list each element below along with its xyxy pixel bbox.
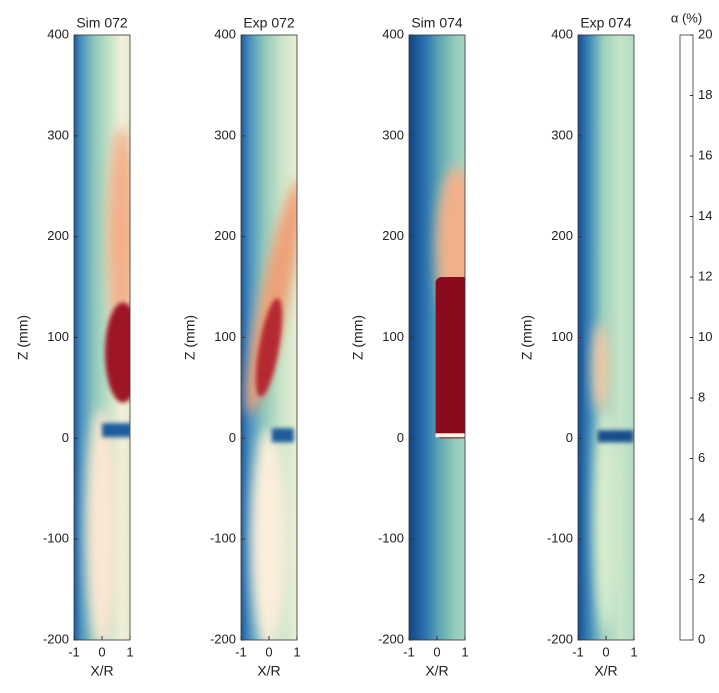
x-axis-label: X/R	[90, 663, 113, 679]
y-axis-label: Z (mm)	[182, 315, 198, 360]
contour-field	[578, 35, 634, 640]
y-tick-label: 300	[214, 127, 236, 142]
y-tick-label: 100	[382, 329, 404, 344]
colorbar-tick-label: 2	[698, 571, 705, 586]
y-tick-label: -100	[43, 531, 69, 546]
x-tick-label: -1	[68, 644, 80, 659]
x-tick-label: 0	[265, 644, 272, 659]
x-tick-label: 0	[602, 644, 609, 659]
y-tick-label: 300	[382, 127, 404, 142]
y-tick-label: 300	[551, 127, 573, 142]
y-tick-label: 400	[382, 26, 404, 41]
field-shade	[86, 409, 118, 640]
x-tick-label: 0	[98, 644, 105, 659]
colorbar-tick-label: 4	[698, 510, 705, 525]
y-tick-label: 100	[47, 329, 69, 344]
y-tick-label: 200	[214, 228, 236, 243]
y-tick-label: -200	[378, 631, 404, 646]
colorbar-tick-label: 18	[698, 87, 712, 102]
x-tick-label: 1	[293, 644, 300, 659]
field-shade	[592, 322, 609, 413]
contour-field	[74, 35, 130, 640]
contour-field	[241, 35, 297, 640]
y-tick-label: 400	[47, 26, 69, 41]
y-tick-label: 400	[551, 26, 573, 41]
panel-title: Sim 072	[76, 15, 128, 31]
y-tick-label: 100	[551, 329, 573, 344]
y-tick-label: 400	[214, 26, 236, 41]
x-axis-label: X/R	[594, 663, 617, 679]
field-shade	[107, 126, 130, 347]
colorbar-label: α (%)	[671, 10, 702, 25]
x-tick-label: -1	[235, 644, 247, 659]
y-axis-label: Z (mm)	[519, 315, 535, 360]
colorbar-tick-label: 8	[698, 389, 705, 404]
panel-title: Sim 074	[411, 15, 463, 31]
field-shade	[102, 423, 130, 438]
colorbar-tick-label: 16	[698, 147, 712, 162]
y-axis-label: Z (mm)	[350, 315, 366, 360]
x-axis-label: X/R	[257, 663, 280, 679]
y-tick-label: 0	[229, 430, 236, 445]
field-shade	[255, 298, 283, 397]
y-tick-label: -100	[547, 531, 573, 546]
y-tick-label: -200	[43, 631, 69, 646]
y-tick-label: 300	[47, 127, 69, 142]
field-shade	[271, 428, 294, 443]
x-tick-label: 1	[126, 644, 133, 659]
panel-title: Exp 072	[243, 15, 295, 31]
field-shade	[594, 409, 618, 629]
field-shade	[251, 429, 287, 640]
x-tick-label: 1	[630, 644, 637, 659]
y-tick-label: 200	[47, 228, 69, 243]
colorbar-tick-label: 0	[698, 631, 705, 646]
y-tick-label: -200	[547, 631, 573, 646]
colorbar-tick-label: 12	[698, 268, 712, 283]
field-shade	[597, 430, 634, 443]
field-shade	[105, 302, 130, 403]
x-tick-label: 0	[433, 644, 440, 659]
y-tick-label: 200	[551, 228, 573, 243]
x-tick-label: -1	[572, 644, 584, 659]
x-tick-label: -1	[403, 644, 415, 659]
y-tick-label: -200	[210, 631, 236, 646]
y-tick-label: 0	[397, 430, 404, 445]
colorbar-tick-label: 14	[698, 208, 712, 223]
panel-title: Exp 074	[580, 15, 632, 31]
y-axis-label: Z (mm)	[15, 315, 31, 360]
field-shade	[435, 433, 465, 438]
y-tick-label: -100	[210, 531, 236, 546]
x-tick-label: 1	[461, 644, 468, 659]
y-tick-label: -100	[378, 531, 404, 546]
y-tick-label: 0	[62, 430, 69, 445]
field-shade	[435, 277, 465, 439]
contour-field	[409, 35, 465, 640]
colorbar-tick-label: 6	[698, 450, 705, 465]
colorbar-tick-label: 20	[698, 26, 712, 41]
y-tick-label: 100	[214, 329, 236, 344]
x-axis-label: X/R	[425, 663, 448, 679]
y-tick-label: 200	[382, 228, 404, 243]
y-tick-label: 0	[566, 430, 573, 445]
colorbar-tick-label: 10	[698, 329, 712, 344]
